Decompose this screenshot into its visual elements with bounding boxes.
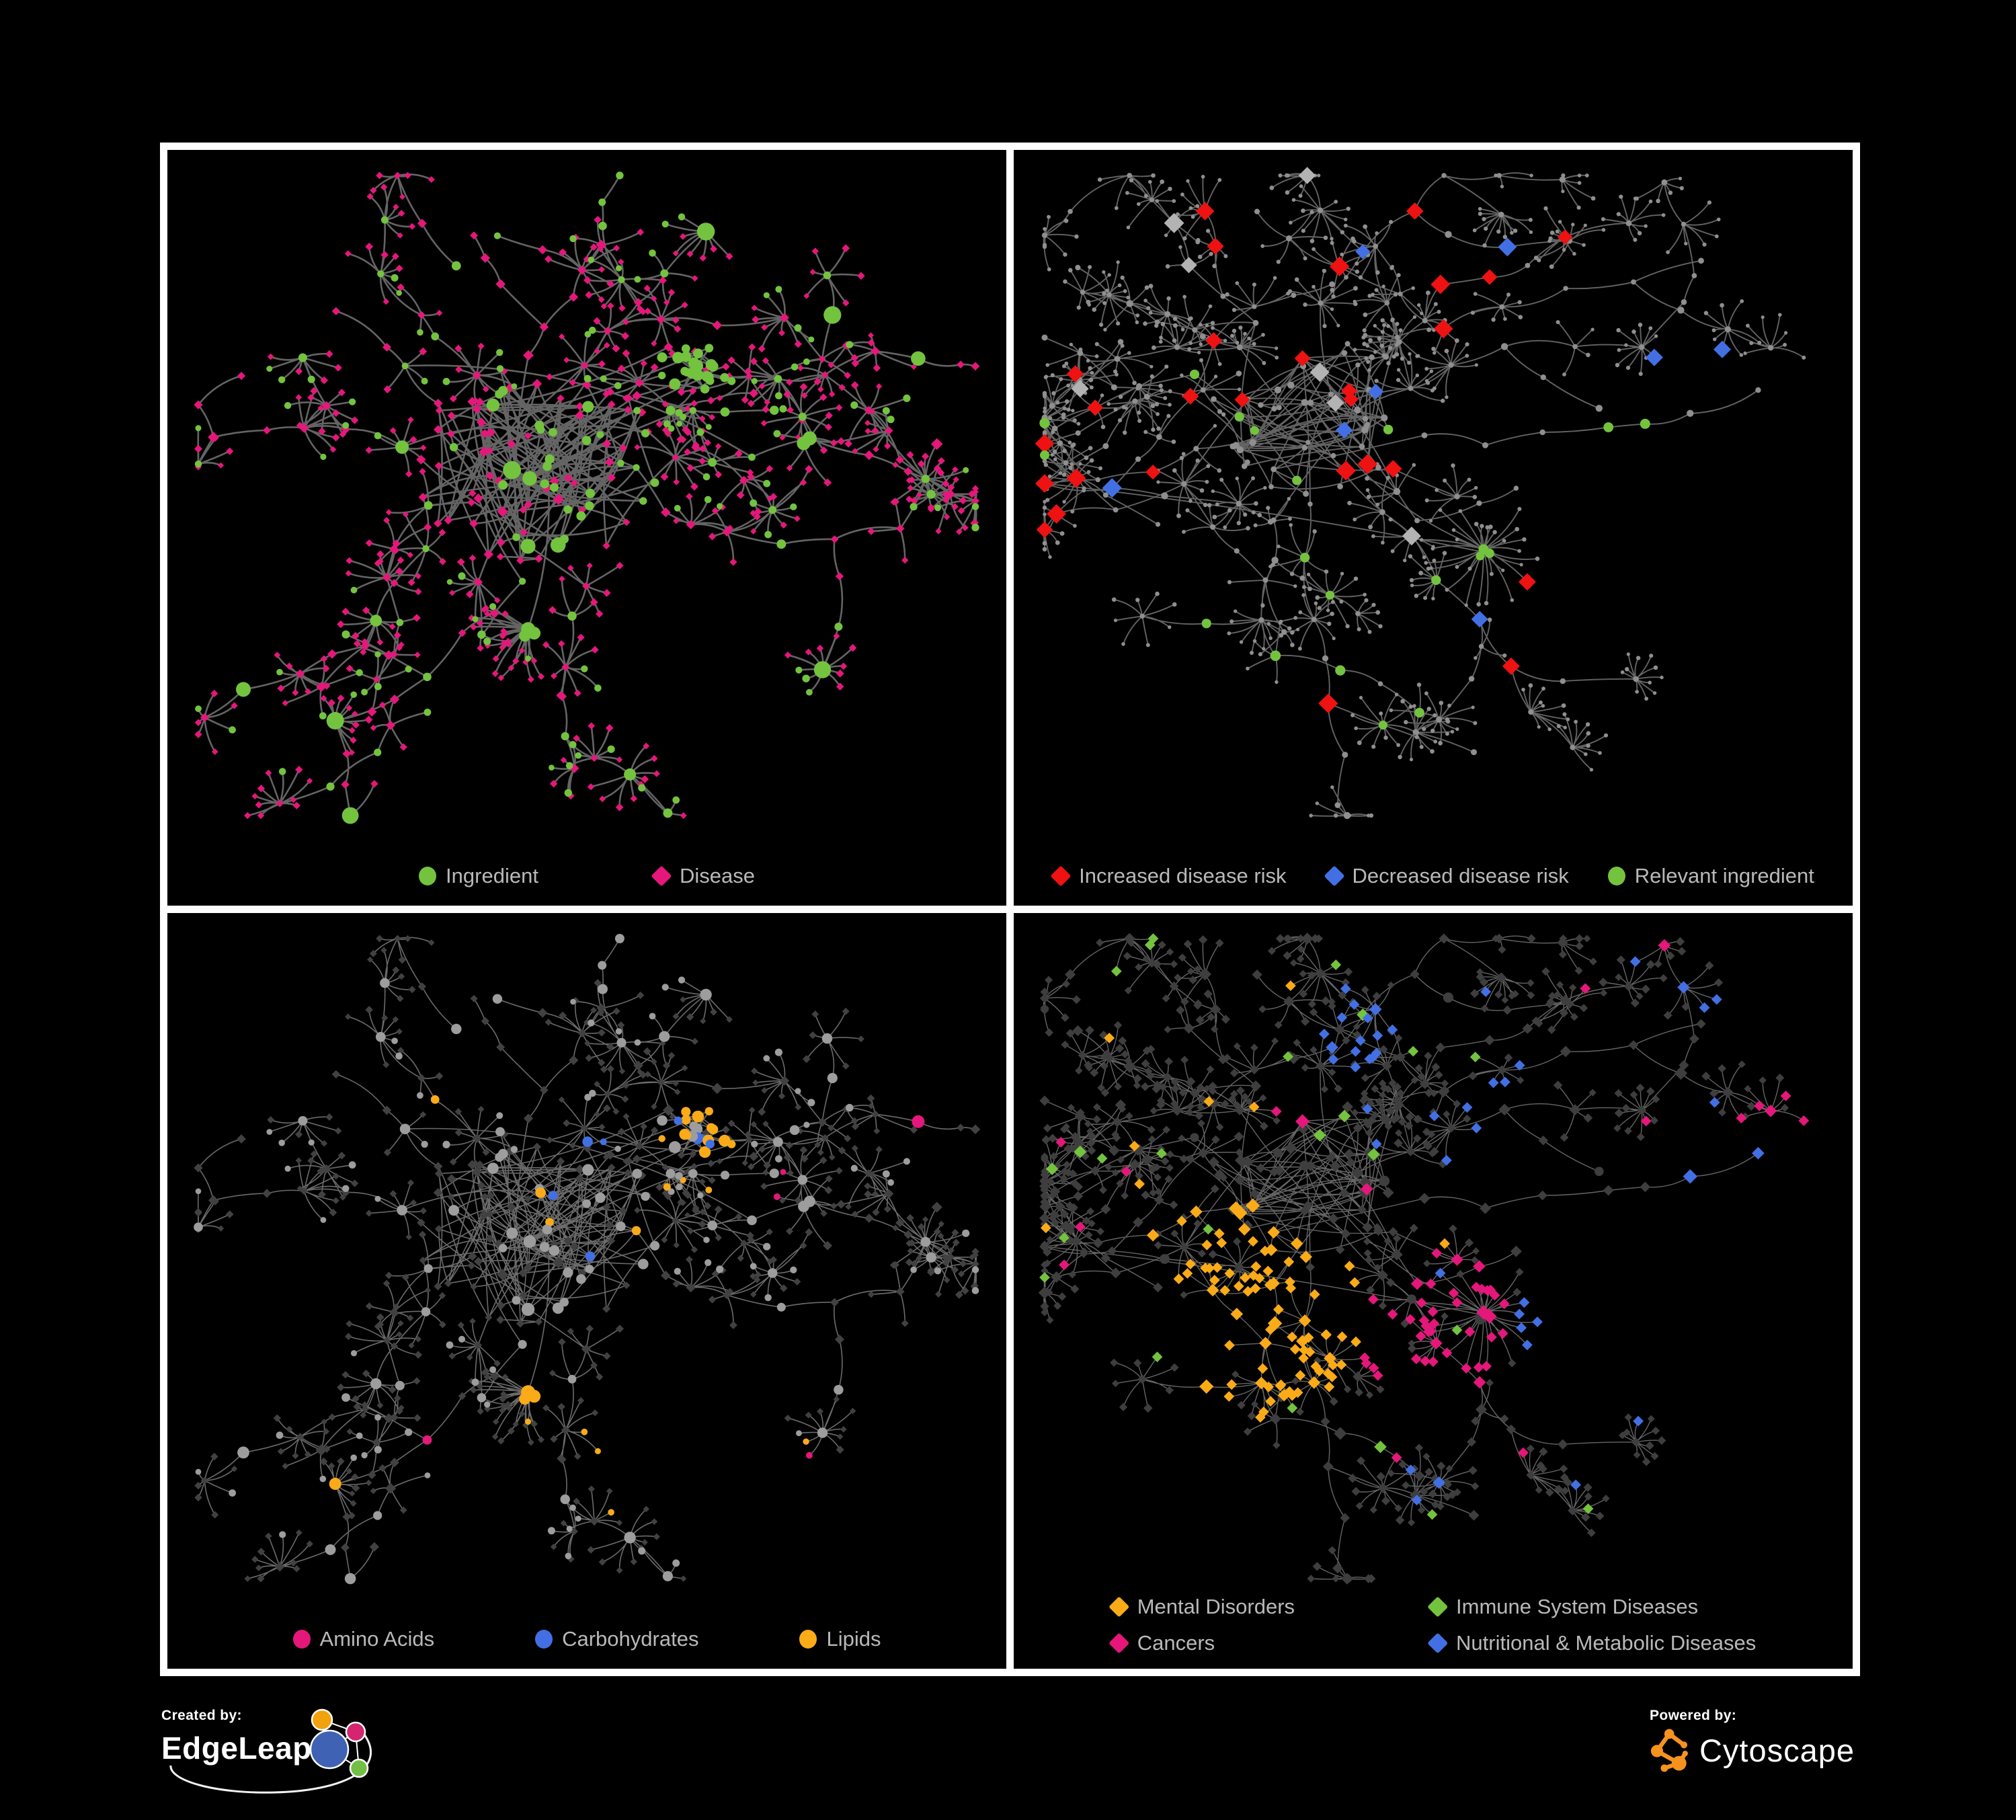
legend-item-mental-disorders: Mental Disorders xyxy=(1108,1595,1295,1619)
legend-item-decreased-risk: Decreased disease risk xyxy=(1323,864,1569,888)
panel-disease-categories: Mental Disorders Immune System Diseases … xyxy=(1014,913,1853,1669)
edgeleap-wordmark: EdgeLeap xyxy=(161,1731,312,1766)
legend-item-carbohydrates: Carbohydrates xyxy=(535,1627,698,1651)
ingredient-disease-legend: Ingredient Disease xyxy=(167,864,1006,888)
legend-label: Increased disease risk xyxy=(1079,864,1287,887)
cytoscape-logo-icon xyxy=(1650,1729,1688,1772)
legend-item-immune-diseases: Immune System Diseases xyxy=(1427,1595,1756,1619)
legend-label: Decreased disease risk xyxy=(1352,864,1569,887)
disease-risk-legend: Increased disease risk Decreased disease… xyxy=(1014,864,1853,888)
legend-label: Immune System Diseases xyxy=(1456,1595,1699,1618)
panel-grid: Ingredient Disease Increased disease ris… xyxy=(160,143,1860,1676)
panel-ingredient-disease: Ingredient Disease xyxy=(167,150,1006,906)
nutritional-metabolic-marker-icon xyxy=(1427,1632,1449,1654)
disease-categories-network-graph xyxy=(1038,933,1810,1585)
legend-label: Relevant ingredient xyxy=(1634,864,1814,887)
edgeleap-credit: Created by: EdgeLeap xyxy=(161,1708,393,1796)
legend-item-disease: Disease xyxy=(651,864,755,888)
nutrient-classes-network-graph xyxy=(194,934,981,1585)
carbohydrates-marker-icon xyxy=(535,1630,553,1649)
cytoscape-wordmark: Cytoscape xyxy=(1699,1733,1855,1768)
legend-label: Amino Acids xyxy=(319,1627,435,1651)
legend-label: Mental Disorders xyxy=(1137,1595,1295,1618)
created-by-label: Created by: xyxy=(161,1708,242,1723)
increased-risk-marker-icon xyxy=(1050,865,1072,887)
cancers-marker-icon xyxy=(1108,1632,1130,1654)
legend-label: Disease xyxy=(679,864,755,887)
legend-item-relevant-ingredient: Relevant ingredient xyxy=(1607,864,1814,888)
panel-nutrient-classes: Amino Acids Carbohydrates Lipids xyxy=(167,913,1006,1669)
panel-disease-risk: Increased disease risk Decreased disease… xyxy=(1014,150,1853,906)
powered-by-label: Powered by: xyxy=(1649,1708,1737,1723)
legend-item-nutritional-metabolic: Nutritional & Metabolic Diseases xyxy=(1427,1631,1757,1655)
legend-label: Cancers xyxy=(1137,1631,1215,1655)
legend-item-ingredient: Ingredient xyxy=(419,864,538,888)
legend-label: Ingredient xyxy=(446,864,538,887)
ingredient-marker-icon xyxy=(419,867,437,885)
decreased-risk-marker-icon xyxy=(1323,865,1345,887)
immune-diseases-marker-icon xyxy=(1427,1596,1449,1618)
legend-item-amino-acids: Amino Acids xyxy=(292,1627,435,1651)
amino-acids-marker-icon xyxy=(292,1630,311,1649)
disease-marker-icon xyxy=(651,865,672,887)
legend-item-increased-risk: Increased disease risk xyxy=(1050,864,1287,888)
legend-item-lipids: Lipids xyxy=(799,1627,881,1651)
ingredient-disease-network-graph xyxy=(194,171,980,824)
cytoscape-credit: Powered by: Cytoscape xyxy=(1650,1708,1855,1774)
relevant-ingredient-marker-icon xyxy=(1607,867,1625,885)
legend-label: Nutritional & Metabolic Diseases xyxy=(1456,1631,1757,1655)
disease-risk-network-graph xyxy=(1035,167,1806,820)
legend-label: Lipids xyxy=(826,1627,881,1651)
lipids-marker-icon xyxy=(799,1630,817,1649)
disease-categories-legend: Mental Disorders Immune System Diseases … xyxy=(1108,1595,1757,1655)
legend-item-cancers: Cancers xyxy=(1108,1631,1295,1655)
mental-disorders-marker-icon xyxy=(1108,1596,1130,1618)
nutrient-classes-legend: Amino Acids Carbohydrates Lipids xyxy=(167,1627,1006,1651)
legend-label: Carbohydrates xyxy=(562,1627,699,1651)
